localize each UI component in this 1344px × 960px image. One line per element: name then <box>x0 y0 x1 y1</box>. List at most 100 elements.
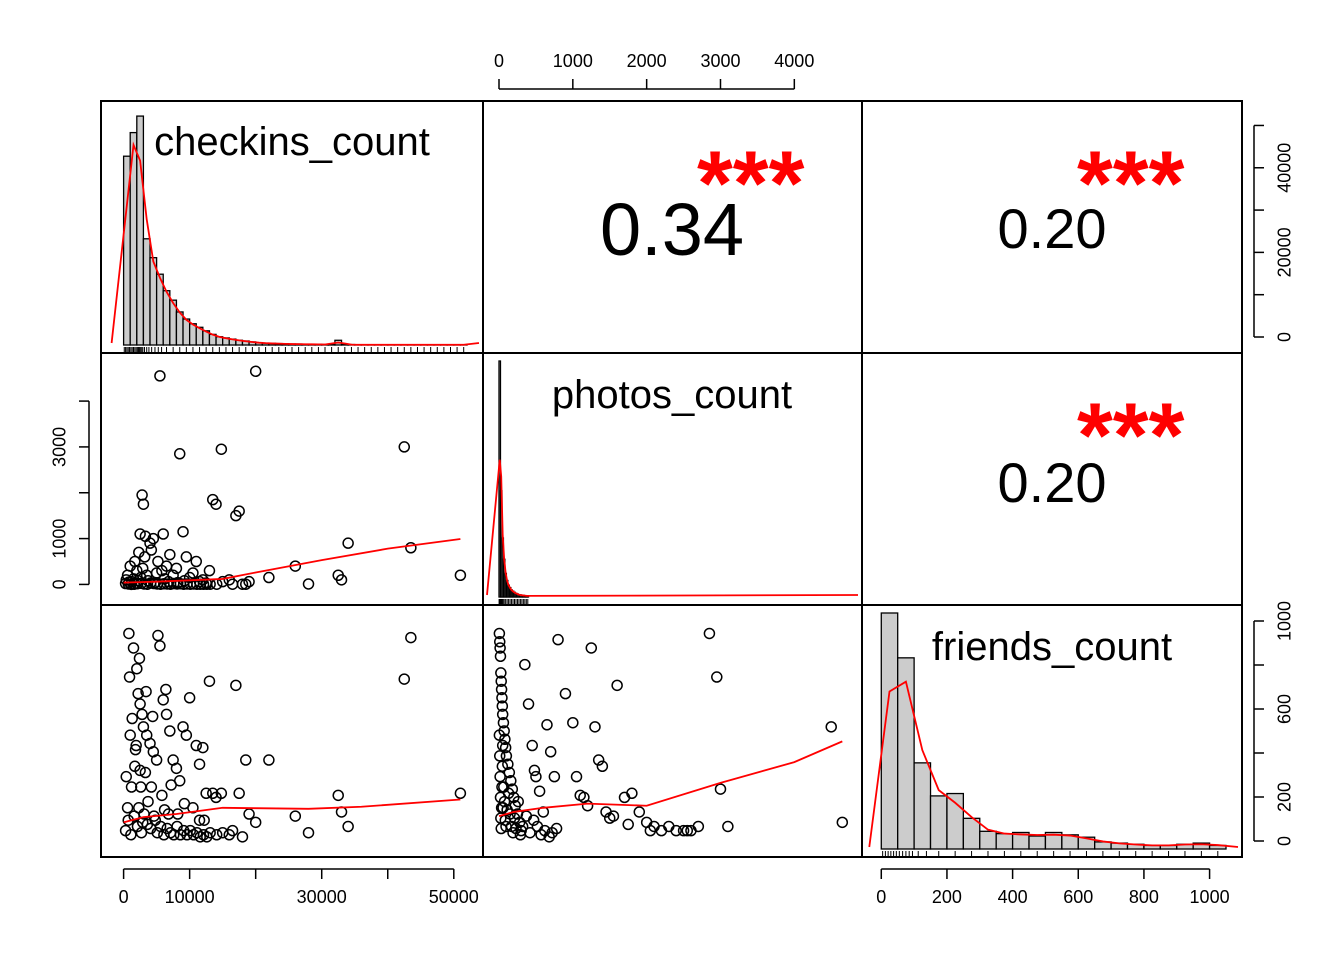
scatter-point <box>190 739 202 752</box>
scatter-point <box>140 685 152 698</box>
scatter-point <box>157 694 169 706</box>
scatter-point <box>249 816 262 829</box>
scatter-point <box>626 787 638 800</box>
scatter-point <box>170 762 183 775</box>
scatter-point <box>677 824 690 837</box>
scatter-point <box>190 555 202 568</box>
scatter-point <box>398 673 411 685</box>
scatter-point <box>524 826 536 839</box>
corr-value-photos-friends: 0.20 <box>998 451 1107 514</box>
scatter-point <box>233 787 245 800</box>
tick-label: 1000 <box>1274 601 1294 641</box>
scatter-point <box>240 754 252 766</box>
scatter-point <box>398 441 411 453</box>
scatter-checkins-friends <box>119 627 467 843</box>
axis-checkins-bottom: 0 10000 30000 50000 <box>119 868 479 907</box>
tick-label: 600 <box>1274 694 1294 724</box>
scatter-point <box>526 739 538 752</box>
scatter-point <box>180 551 193 563</box>
histogram-bar <box>136 115 145 346</box>
scatter-point <box>183 692 196 704</box>
scatter-point <box>585 642 598 654</box>
scatter-point <box>150 754 163 766</box>
scatter-point <box>342 537 354 549</box>
tick-label: 400 <box>998 887 1028 907</box>
scatter-point <box>592 754 605 766</box>
scatter-point <box>332 789 344 802</box>
scatter-point <box>123 627 135 640</box>
scatter-point <box>160 708 173 721</box>
scatter-point <box>494 650 507 663</box>
scatter-point <box>156 789 168 802</box>
scatter-point <box>146 710 159 723</box>
scatter-point <box>512 795 524 808</box>
tick-label: 800 <box>1129 887 1159 907</box>
scatter-point <box>722 820 734 833</box>
histogram-bar <box>155 273 164 346</box>
tick-label: 30000 <box>297 887 347 907</box>
tick-label: 10000 <box>165 887 215 907</box>
density-curve <box>868 680 1239 848</box>
scatter-point <box>210 498 222 510</box>
scatter-point <box>198 814 210 826</box>
scatter-point <box>493 627 506 640</box>
scatter-point <box>142 795 154 808</box>
scatter-point <box>570 770 583 783</box>
histogram-bar <box>1028 835 1047 850</box>
scatter-point <box>154 640 166 652</box>
scatter-point <box>495 667 507 679</box>
axis-photos-top: 0 1000 2000 3000 4000 <box>494 51 814 90</box>
scatter-point <box>496 708 509 721</box>
scatter-point <box>130 739 142 752</box>
scatter-point <box>633 806 646 818</box>
scatter-point <box>135 826 148 839</box>
scatter-point <box>714 783 727 795</box>
histogram-bar <box>175 311 184 346</box>
scatter-point <box>502 787 515 800</box>
scatter-point <box>129 743 142 756</box>
scatter-point <box>496 739 509 752</box>
scatter-point <box>187 802 199 814</box>
scatter-point <box>289 810 302 822</box>
scatter-point <box>121 802 134 814</box>
scatter-point <box>126 712 138 725</box>
scatter-point <box>527 814 540 826</box>
scatter-point <box>263 754 275 766</box>
histogram-bar <box>182 318 191 346</box>
scatter-point <box>236 578 249 590</box>
significance-stars-photos-friends: *** <box>1077 385 1185 487</box>
scatter-point <box>147 532 160 545</box>
tick-label: 0 <box>494 51 504 71</box>
tick-label: 1000 <box>553 51 593 71</box>
scatter-point <box>493 636 506 648</box>
scatter-point <box>203 675 216 687</box>
significance-stars-checkins-photos: *** <box>697 133 805 235</box>
tick-label: 3000 <box>700 51 740 71</box>
scatter-point <box>230 679 242 692</box>
scatter-point <box>611 679 623 692</box>
scatter-point <box>215 787 228 800</box>
scatter-point <box>493 729 506 741</box>
axis-photos-left: 0 1000 3000 <box>49 400 90 589</box>
scatter-point <box>136 708 148 721</box>
axis-friends-right: 0 200 600 1000 <box>1253 601 1294 846</box>
scatter-point <box>164 548 176 561</box>
scatter-point <box>151 826 164 839</box>
smooth-line <box>123 798 461 824</box>
scatter-point <box>505 775 517 787</box>
scatter-point <box>145 781 158 793</box>
scatter-point <box>139 530 152 543</box>
corr-value-checkins-friends: 0.20 <box>998 197 1107 260</box>
scatter-point <box>165 779 177 791</box>
scatter-point <box>240 578 252 590</box>
tick-label: 200 <box>1274 782 1294 812</box>
axis-friends-bottom: 0 200 400 600 800 1000 <box>876 868 1230 907</box>
tick-label: 0 <box>119 887 129 907</box>
scatter-point <box>133 546 145 559</box>
significance-stars-checkins-friends: *** <box>1077 133 1185 235</box>
scatter-point <box>589 721 601 733</box>
tick-label: 2000 <box>627 51 667 71</box>
scatter-point <box>519 658 531 671</box>
scatter-point <box>243 575 255 588</box>
scatter-point <box>825 721 837 733</box>
